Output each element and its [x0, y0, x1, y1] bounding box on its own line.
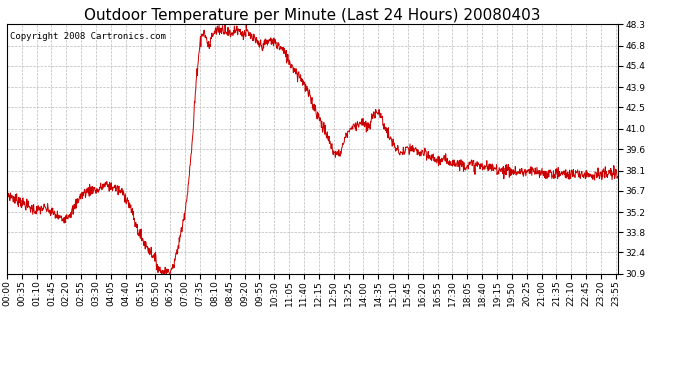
Text: Copyright 2008 Cartronics.com: Copyright 2008 Cartronics.com	[10, 32, 166, 41]
Title: Outdoor Temperature per Minute (Last 24 Hours) 20080403: Outdoor Temperature per Minute (Last 24 …	[84, 8, 540, 23]
